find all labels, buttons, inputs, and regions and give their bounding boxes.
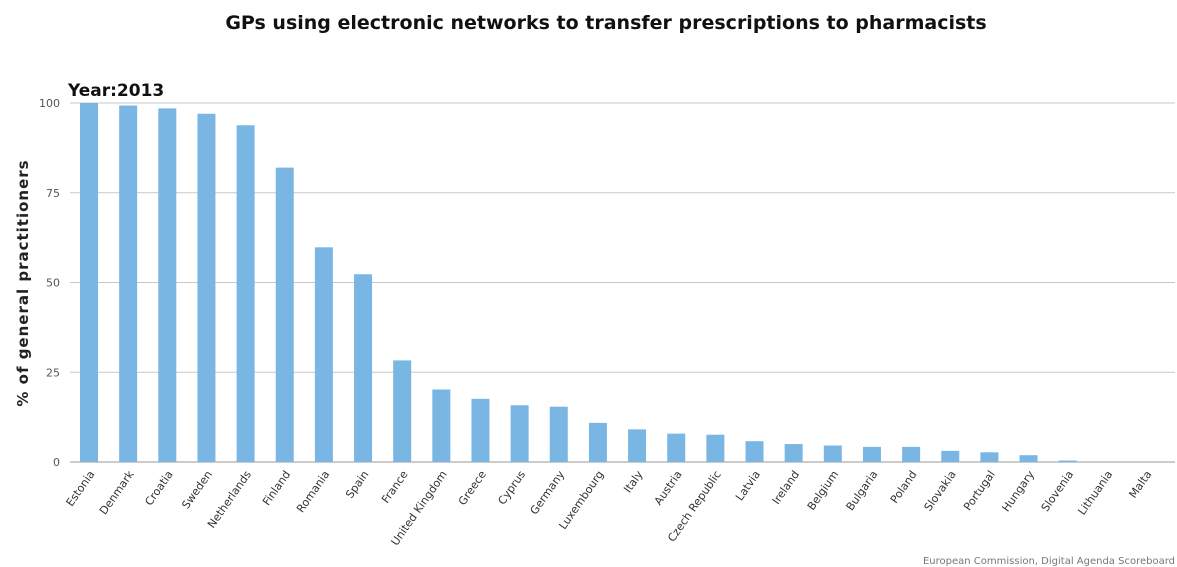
x-tick-label: Belgium	[805, 468, 842, 512]
bar-denmark	[119, 105, 138, 462]
x-tick-label: Finland	[260, 468, 293, 508]
x-tick-label: Spain	[343, 468, 371, 501]
bar-ireland	[784, 444, 803, 462]
bar-croatia	[158, 108, 177, 462]
bars	[80, 103, 1077, 463]
bar-austria	[667, 433, 686, 462]
y-tick-labels: 0 25 50 75 100	[39, 97, 60, 469]
bar-poland	[902, 446, 921, 462]
bar-cyprus	[510, 405, 529, 462]
bar-czech-republic	[706, 434, 725, 462]
bar-slovenia	[1058, 460, 1077, 462]
x-tick-label: Malta	[1126, 468, 1154, 500]
x-tick-label: Estonia	[64, 468, 98, 509]
bar-italy	[628, 429, 647, 462]
x-tick-label: Lithuania	[1075, 468, 1115, 517]
bar-bulgaria	[862, 446, 881, 462]
bar-netherlands	[236, 125, 255, 463]
year-label: Year:2013	[67, 81, 164, 101]
bar-spain	[354, 274, 373, 462]
bar-greece	[471, 398, 490, 462]
x-tick-label: Ireland	[770, 468, 802, 507]
y-tick-label: 100	[39, 97, 60, 110]
x-tick-label: Sweden	[179, 468, 215, 511]
x-tick-label: Slovakia	[922, 468, 959, 513]
bar-romania	[314, 247, 333, 462]
y-tick-label: 75	[46, 187, 60, 200]
bar-finland	[275, 167, 294, 462]
x-tick-label: Poland	[888, 468, 920, 506]
x-tick-label: Cyprus	[495, 468, 528, 507]
bar-slovakia	[941, 450, 960, 462]
x-tick-label: Germany	[528, 468, 568, 517]
x-tick-label: Greece	[456, 468, 489, 508]
x-tick-label: Croatia	[142, 468, 175, 508]
y-tick-label: 25	[46, 366, 60, 379]
x-tick-label: Denmark	[97, 468, 137, 517]
source-credit: European Commission, Digital Agenda Scor…	[923, 556, 1175, 567]
x-tick-label: Hungary	[999, 468, 1037, 514]
x-tick-label: France	[379, 468, 411, 506]
x-tick-label: Italy	[621, 468, 646, 495]
y-axis-label: % of general practitioners	[14, 159, 32, 406]
x-tick-label: Latvia	[733, 468, 763, 503]
chart-title: GPs using electronic networks to transfe…	[225, 12, 986, 34]
bar-estonia	[80, 103, 98, 462]
bar-sweden	[197, 113, 216, 463]
bar-belgium	[823, 445, 842, 462]
x-tick-label: Slovenia	[1039, 468, 1077, 514]
x-tick-label: Portugal	[961, 468, 998, 513]
y-tick-label: 0	[53, 456, 60, 469]
bar-germany	[549, 406, 568, 462]
x-tick-label: Bulgaria	[844, 468, 881, 513]
bar-france	[393, 360, 412, 462]
gridlines	[70, 102, 1175, 463]
x-tick-label: Romania	[294, 468, 332, 515]
x-tick-label: Austria	[652, 468, 685, 507]
bar-hungary	[1019, 455, 1038, 462]
y-tick-label: 50	[46, 277, 60, 290]
bar-luxembourg	[588, 422, 607, 462]
bar-latvia	[745, 441, 764, 462]
bar-portugal	[980, 452, 999, 462]
bar-united-kingdom	[432, 389, 451, 462]
